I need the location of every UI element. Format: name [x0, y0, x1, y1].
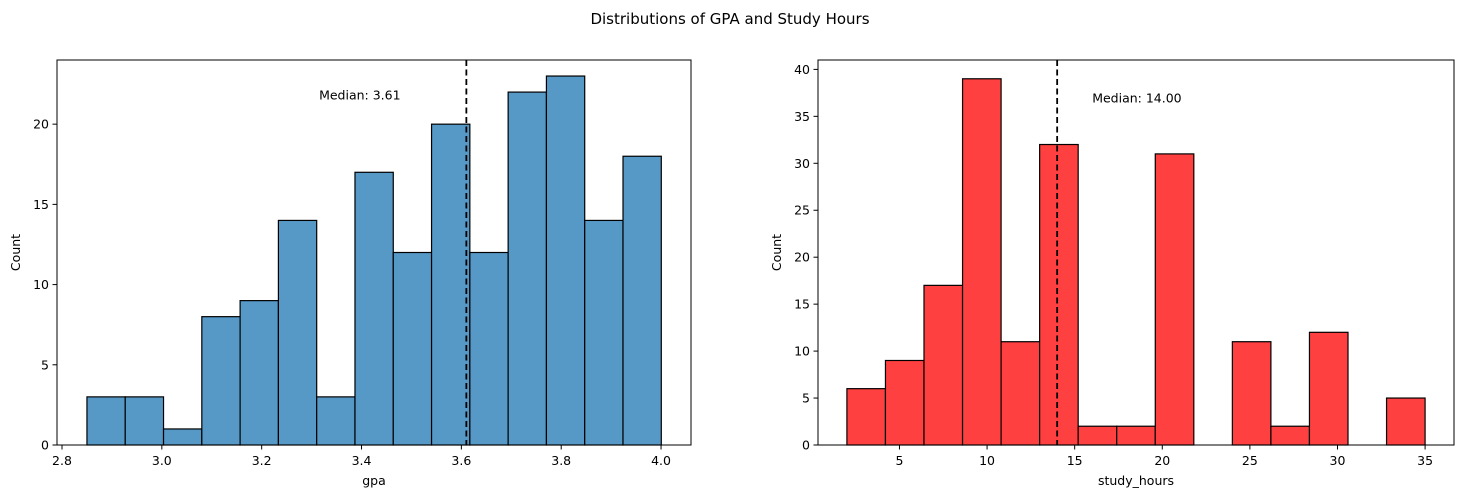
study-hours-bar-5 [1039, 143, 1079, 446]
study-hours-bar-0 [846, 388, 887, 446]
gpa-x-tick-label-2: 3.2 [252, 453, 272, 468]
gpa-bar-4 [239, 300, 280, 446]
study-hours-plot-frame [817, 59, 1455, 446]
study-hours-y-tick-label-5: 25 [794, 203, 810, 218]
gpa-x-tick-label-5: 3.8 [551, 453, 571, 468]
gpa-bar-10 [469, 251, 509, 446]
gpa-x-tick-label-3: 3.4 [352, 453, 372, 468]
study-hours-x-tick-label-4: 25 [1242, 453, 1258, 468]
study-hours-x-tick-label-0: 5 [895, 453, 903, 468]
gpa-histogram-panel: Median: 3.61 2.8 3.0 3.2 3.4 3.6 3.8 4.0 0 5 10 15 2… [8, 59, 692, 488]
study-hours-y-tick-label-4: 20 [794, 250, 810, 265]
gpa-x-tick-label-4: 3.6 [451, 453, 471, 468]
gpa-y-tick-label-4: 20 [33, 117, 49, 132]
study-hours-y-tick-label-2: 10 [794, 344, 810, 359]
gpa-x-tick-label-6: 4.0 [651, 453, 671, 468]
gpa-x-axis-label: gpa [362, 473, 386, 488]
gpa-bar-5 [277, 219, 318, 446]
study-hours-y-tick-label-6: 30 [794, 156, 810, 171]
gpa-x-tick-label-0: 2.8 [52, 453, 72, 468]
study-hours-bar-7 [1116, 425, 1156, 446]
study-hours-bar-12 [1308, 331, 1349, 446]
gpa-y-axis-label: Count [8, 234, 23, 271]
study-hours-x-tick-label-5: 30 [1330, 453, 1346, 468]
study-hours-y-tick-label-8: 40 [794, 62, 810, 77]
study-hours-histogram-panel: Median: 14.00 5 10 15 20 25 30 35 0 5 10 15 20 25 30 35… [769, 59, 1455, 488]
study-hours-y-tick-label-7: 35 [794, 109, 810, 124]
study-hours-bar-1 [884, 359, 925, 446]
study-hours-bar-10 [1231, 341, 1272, 446]
study-hours-bar-8 [1154, 153, 1195, 446]
study-hours-x-tick-label-6: 35 [1417, 453, 1433, 468]
study-hours-x-tick-label-2: 15 [1067, 453, 1083, 468]
gpa-median-label: Median: 3.61 [319, 87, 400, 102]
gpa-bar-12 [545, 75, 586, 446]
study-hours-median-label: Median: 14.00 [1092, 91, 1181, 106]
study-hours-bar-4 [1000, 341, 1041, 446]
study-hours-y-tick-label-1: 5 [802, 391, 810, 406]
gpa-bar-1 [124, 396, 165, 446]
study-hours-bar-14 [1385, 397, 1426, 446]
gpa-bar-7 [354, 171, 394, 446]
gpa-bar-2 [162, 428, 203, 446]
study-hours-bar-2 [923, 284, 964, 446]
study-hours-y-axis-label: Count [769, 234, 784, 271]
gpa-y-tick-label-2: 10 [33, 277, 49, 292]
gpa-bar-6 [316, 396, 356, 446]
gpa-bar-0 [86, 396, 126, 446]
study-hours-y-tick-label-0: 0 [802, 438, 810, 453]
gpa-bar-9 [430, 123, 471, 446]
study-hours-y-tick-label-3: 15 [794, 297, 810, 312]
gpa-y-tick-label-3: 15 [33, 197, 49, 212]
study-hours-bar-11 [1270, 425, 1311, 446]
gpa-y-tick-label-1: 5 [41, 357, 49, 372]
study-hours-x-axis-label: study_hours [1098, 473, 1174, 488]
gpa-bar-8 [392, 251, 433, 446]
study-hours-bar-6 [1077, 425, 1118, 446]
study-hours-x-tick-label-3: 20 [1154, 453, 1170, 468]
gpa-bar-14 [622, 155, 662, 446]
study-hours-bar-3 [961, 78, 1002, 446]
gpa-x-tick-label-1: 3.0 [152, 453, 172, 468]
gpa-bar-13 [584, 219, 624, 446]
gpa-plot-frame [56, 59, 692, 446]
study-hours-x-tick-label-1: 10 [979, 453, 995, 468]
gpa-y-tick-label-0: 0 [41, 438, 49, 453]
gpa-bar-11 [507, 91, 548, 446]
gpa-bar-3 [201, 316, 241, 446]
figure-title: Distributions of GPA and Study Hours [590, 10, 869, 28]
